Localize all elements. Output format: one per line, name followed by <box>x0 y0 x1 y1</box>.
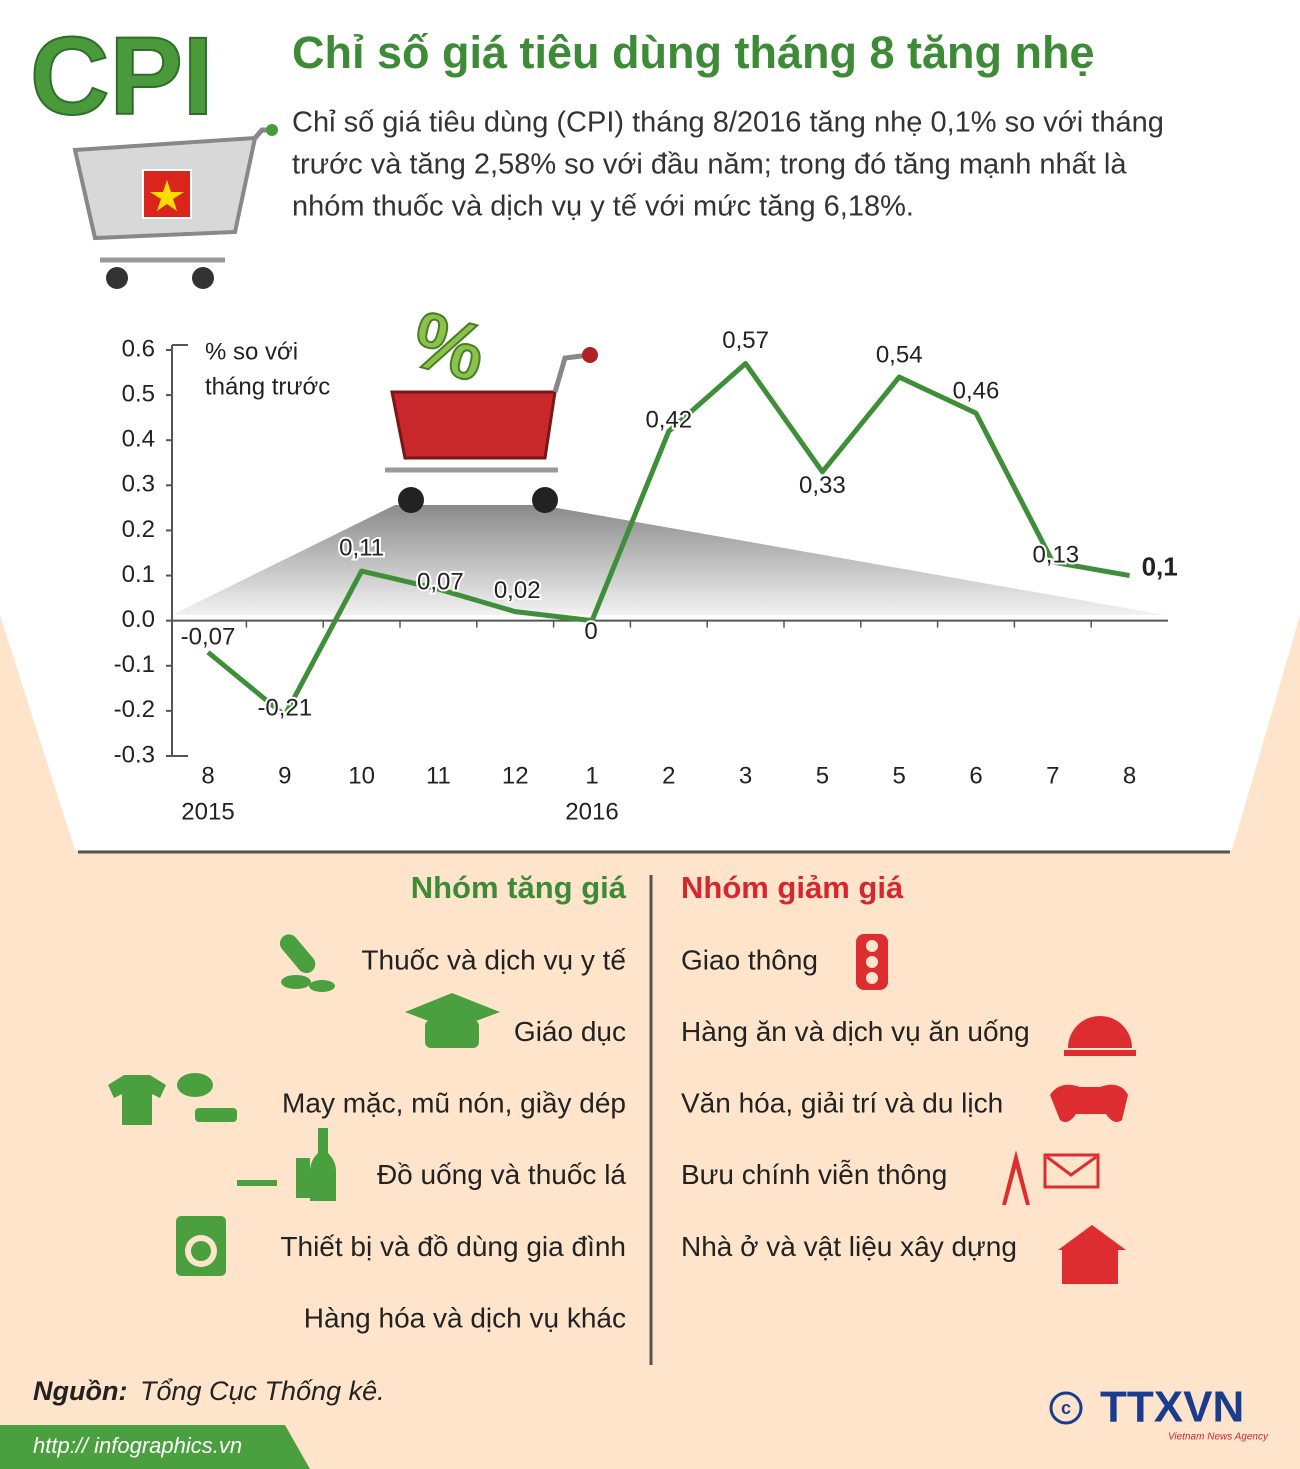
y-tick-label: 0.5 <box>122 380 155 407</box>
data-label: -0,21 <box>257 695 312 722</box>
group-item: Bưu chính viễn thông <box>681 1159 947 1190</box>
y-axis-label: % so với <box>205 338 298 365</box>
data-label: 0,33 <box>799 472 846 499</box>
x-tick-label: 1 <box>585 762 598 789</box>
group-item: Hàng hóa và dịch vụ khác <box>304 1302 626 1333</box>
group-item: Giáo dục <box>514 1016 626 1047</box>
data-label: 0,57 <box>722 327 769 354</box>
x-year-label: 2016 <box>565 798 618 825</box>
x-tick-label: 2 <box>662 762 675 789</box>
y-tick-label: -0.1 <box>114 651 155 678</box>
data-label: 0,11 <box>339 534 384 561</box>
data-label: -0,07 <box>181 624 236 651</box>
x-tick-label: 6 <box>969 762 982 789</box>
y-tick-label: 0.1 <box>122 561 155 588</box>
y-tick-label: 0.4 <box>122 426 155 453</box>
description: trước và tăng 2,58% so với đầu năm; tron… <box>292 149 1127 181</box>
x-tick-label: 9 <box>278 762 291 789</box>
group-item: Hàng ăn và dịch vụ ăn uống <box>681 1016 1030 1047</box>
increase-icons <box>108 934 500 1276</box>
data-line <box>206 361 1131 718</box>
group-title: Nhóm giảm giá <box>681 870 904 905</box>
group-item: Thiết bị và đồ dùng gia đình <box>280 1231 626 1262</box>
source-label: Nguồn: <box>33 1376 127 1406</box>
y-tick-label: -0.2 <box>114 696 155 723</box>
y-tick-label: 0.3 <box>122 471 155 498</box>
copyright-icon <box>1049 1391 1083 1425</box>
x-tick-label: 10 <box>348 762 375 789</box>
x-tick-label: 8 <box>201 762 214 789</box>
chart-cart: % <box>385 293 598 513</box>
data-label: 0,02 <box>494 577 541 604</box>
data-label: 0,1 <box>1142 551 1178 581</box>
y-axis-label: tháng trước <box>205 373 330 400</box>
url-bar <box>0 1425 310 1469</box>
data-label: 0,46 <box>953 377 1000 404</box>
x-tick-label: 5 <box>893 762 906 789</box>
y-tick-label: 0.2 <box>122 516 155 543</box>
title: Chỉ số giá tiêu dùng tháng 8 tăng nhẹ <box>292 27 1095 78</box>
data-label: 0,07 <box>417 568 464 595</box>
copyright-c: c <box>1061 1398 1071 1418</box>
x-tick-label: 3 <box>739 762 752 789</box>
shadow <box>172 505 1165 615</box>
group-item: Đồ uống và thuốc lá <box>377 1159 626 1190</box>
agency-sub: Vietnam News Agency <box>1168 1432 1269 1443</box>
group-title: Nhóm tăng giá <box>411 870 627 905</box>
x-tick-label: 8 <box>1123 762 1136 789</box>
x-tick-label: 11 <box>426 762 451 789</box>
group-item: Văn hóa, giải trí và du lịch <box>681 1088 1003 1119</box>
group-item: May mặc, mũ nón, giầy dép <box>282 1088 626 1119</box>
decrease-icons <box>856 934 1136 1284</box>
y-tick-label: 0.0 <box>122 606 155 633</box>
data-label: 0,13 <box>1032 541 1079 568</box>
url: http:// infographics.vn <box>33 1433 242 1458</box>
x-tick-label: 12 <box>502 762 529 789</box>
y-tick-label: 0.6 <box>122 335 155 362</box>
data-label: 0 <box>584 618 597 645</box>
agency: TTXVN <box>1100 1383 1244 1432</box>
x-tick-label: 5 <box>816 762 829 789</box>
group-item: Giao thông <box>681 944 818 975</box>
group-item: Nhà ở và vật liệu xây dựng <box>681 1231 1017 1262</box>
source: Tổng Cục Thống kê. <box>140 1376 385 1406</box>
data-label: 0,54 <box>876 341 923 368</box>
description: nhóm thuốc và dịch vụ y tế với mức tăng … <box>292 191 914 223</box>
y-tick-label: -0.3 <box>114 741 155 768</box>
x-year-label: 2015 <box>181 798 234 825</box>
x-tick-label: 7 <box>1046 762 1059 789</box>
logo-text: CPI <box>30 15 213 138</box>
description: Chỉ số giá tiêu dùng (CPI) tháng 8/2016 … <box>292 107 1164 139</box>
data-label: 0,42 <box>645 407 692 434</box>
group-item: Thuốc và dịch vụ y tế <box>361 944 626 975</box>
logo-cart: CPI <box>29 14 278 289</box>
